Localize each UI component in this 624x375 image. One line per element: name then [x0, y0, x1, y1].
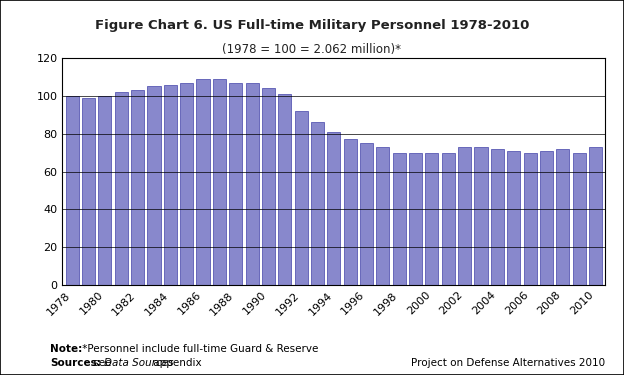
Text: see: see [90, 358, 115, 368]
Bar [491, 149, 504, 285]
Bar [278, 94, 291, 285]
Text: Project on Defense Alternatives 2010: Project on Defense Alternatives 2010 [411, 358, 605, 368]
Text: *Personnel include full-time Guard & Reserve: *Personnel include full-time Guard & Res… [79, 344, 319, 354]
Text: appendix: appendix [150, 358, 202, 368]
Bar [229, 83, 242, 285]
Bar [99, 96, 112, 285]
Bar [66, 96, 79, 285]
Bar [442, 153, 455, 285]
Bar [115, 92, 128, 285]
Text: Figure Chart 6. US Full-time Military Personnel 1978-2010: Figure Chart 6. US Full-time Military Pe… [95, 19, 529, 32]
Bar [295, 111, 308, 285]
Bar [344, 140, 357, 285]
Bar [556, 149, 569, 285]
Bar [376, 147, 389, 285]
Bar [474, 147, 487, 285]
Bar [458, 147, 471, 285]
Bar [360, 143, 373, 285]
Bar [262, 88, 275, 285]
Bar [245, 83, 258, 285]
Bar [589, 147, 602, 285]
Text: Sources:: Sources: [50, 358, 101, 368]
Text: Note:: Note: [50, 344, 82, 354]
Text: Data Sources: Data Sources [104, 358, 173, 368]
Bar [311, 122, 324, 285]
Bar [426, 153, 439, 285]
Bar [197, 79, 210, 285]
Bar [180, 83, 193, 285]
Bar [213, 79, 226, 285]
Bar [573, 153, 586, 285]
Text: (1978 = 100 = 2.062 million)*: (1978 = 100 = 2.062 million)* [223, 43, 401, 56]
Bar [409, 153, 422, 285]
Bar [524, 153, 537, 285]
Bar [82, 98, 95, 285]
Bar [328, 132, 340, 285]
Bar [147, 87, 160, 285]
Bar [392, 153, 406, 285]
Bar [163, 85, 177, 285]
Bar [507, 151, 520, 285]
Bar [131, 90, 144, 285]
Bar [540, 151, 553, 285]
